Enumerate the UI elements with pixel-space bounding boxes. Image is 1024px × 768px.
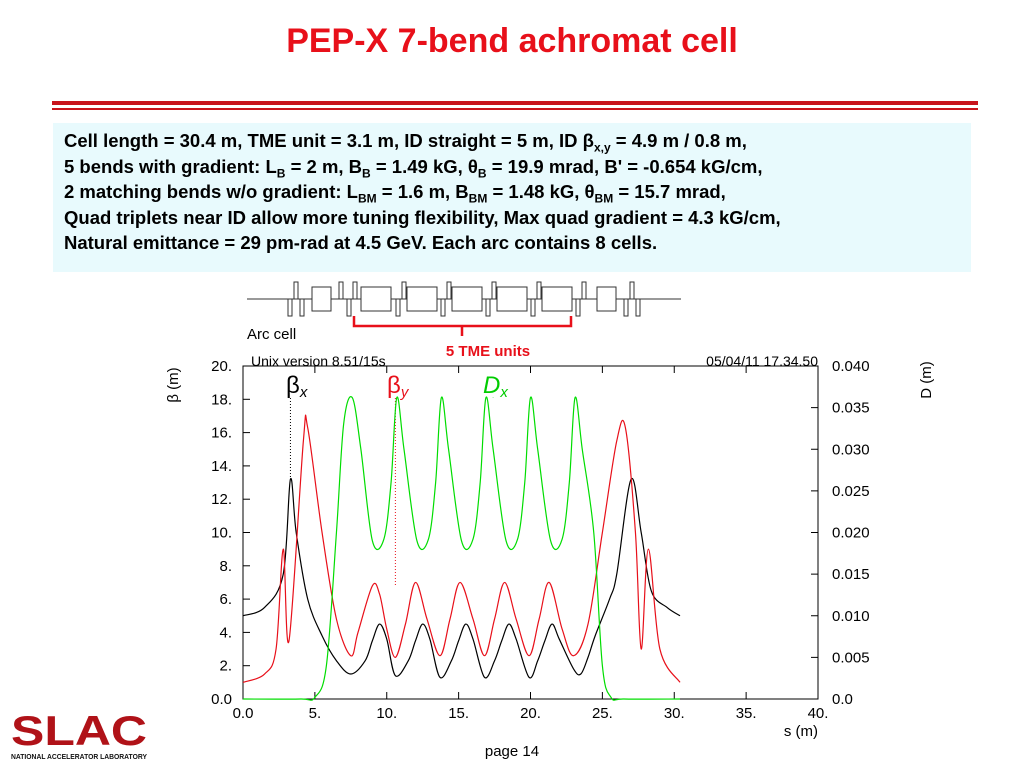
y-right-tick-label: 0.005 [832,649,870,666]
x-tick-label: 0.0 [233,705,254,722]
x-axis-label: s (m) [784,723,818,740]
y-left-tick-label: 2. [219,658,232,675]
y-right-tick-label: 0.040 [832,358,870,375]
y-left-tick-label: 0.0 [211,691,232,708]
y-right-tick-label: 0.015 [832,566,870,583]
info-line-5: Natural emittance = 29 pm-rad at 4.5 GeV… [64,232,658,253]
legend-beta-x: βx [286,372,308,401]
y-right-axis-label: D (m) [918,361,935,399]
x-tick-label: 5. [309,705,322,722]
page-number: page 14 [484,743,540,760]
y-left-tick-label: 4. [219,624,232,641]
x-tick-label: 30. [664,705,685,722]
info-line-1: Cell length = 30.4 m, TME unit = 3.1 m, … [64,130,747,155]
x-tick-label: 20. [520,705,541,722]
info-line-4: Quad triplets near ID allow more tuning … [64,206,781,228]
y-right-tick-label: 0.030 [832,441,870,458]
title-divider-thin [52,108,978,110]
y-left-tick-label: 10. [211,525,232,542]
y-left-tick-label: 14. [211,458,232,475]
beta-x-curve [242,477,681,679]
y-left-tick-label: 20. [211,358,232,375]
dispersion-curve [242,396,681,701]
legend-beta-y: βy [387,372,410,401]
parameter-box: Cell length = 30.4 m, TME unit = 3.1 m, … [53,123,971,272]
info-line-2: 5 bends with gradient: LB = 2 m, BB = 1.… [64,155,763,181]
plot-header-right: 05/04/11 17.34.50 [706,353,818,369]
y-left-axis-label: β (m) [165,367,182,402]
y-right-tick-label: 0.0 [832,691,853,708]
y-left-tick-label: 6. [219,591,232,608]
svg-text:SLAC: SLAC [11,707,147,754]
y-right-tick-label: 0.010 [832,608,870,625]
x-tick-label: 10. [376,705,397,722]
y-left-tick-label: 16. [211,425,232,442]
slide-title: PEP-X 7-bend achromat cell [286,22,738,60]
y-left-tick-label: 18. [211,391,232,408]
legend-dx: Dx [483,372,508,401]
svg-text:NATIONAL ACCELERATOR LABORATOR: NATIONAL ACCELERATOR LABORATORY [11,752,147,761]
beta-y-curve [242,414,681,683]
x-tick-label: 15. [448,705,469,722]
y-right-tick-label: 0.020 [832,525,870,542]
y-left-tick-label: 12. [211,491,232,508]
y-right-tick-label: 0.025 [832,483,870,500]
y-left-tick-label: 8. [219,558,232,575]
slac-logo: SLAC NATIONAL ACCELERATOR LABORATORY [11,707,147,761]
info-line-3: 2 matching bends w/o gradient: LBM = 1.6… [64,181,726,206]
y-right-tick-label: 0.035 [832,400,870,417]
plot-header-left: Unix version 8.51/15s [251,353,386,369]
title-divider [52,101,978,105]
x-tick-label: 35. [736,705,757,722]
x-tick-label: 25. [592,705,613,722]
x-tick-label: 40. [808,705,829,722]
